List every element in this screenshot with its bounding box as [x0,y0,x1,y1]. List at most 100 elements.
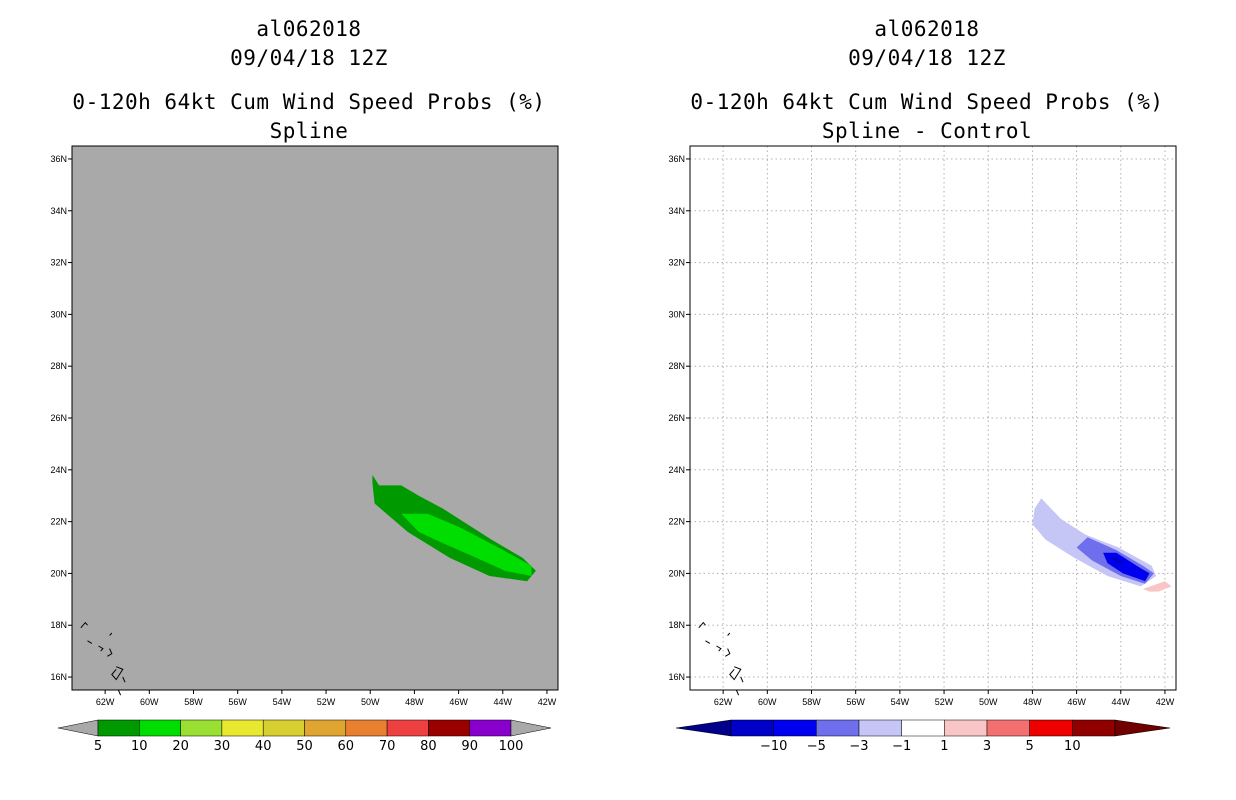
right-y-tick-label: 30N [668,309,685,319]
right-colorbar-label: 1 [940,739,948,754]
left-colorbar-label: 60 [338,739,355,754]
left-coastline [122,676,126,683]
right-x-tick-label: 60W [758,697,777,707]
right-colorbar-label: −3 [849,739,868,754]
left-x-tick-label: 46W [449,697,468,707]
right-colorbar-label: −5 [807,739,826,754]
right-colorbar-low-arrow [675,719,732,737]
right-region--10 [1107,555,1126,564]
right-x-tick-label: 54W [891,697,910,707]
right-colorbar-swatch [816,719,860,737]
right-colorbar-swatch [1072,719,1116,737]
left-colorbar-label: 40 [255,739,272,754]
right-coastline [705,640,711,644]
left-y-tick-label: 28N [50,361,67,371]
left-x-tick-label: 50W [361,697,380,707]
right-colorbar-swatch [986,719,1030,737]
right-colorbar-label: −10 [760,739,787,754]
right-y-tick-label: 18N [668,620,685,630]
left-colorbar-label: 90 [461,739,478,754]
right-y-tick-label: 28N [668,361,685,371]
right-coastline [740,676,744,683]
left-y-tick-label: 36N [50,154,67,164]
right-colorbar-swatch [901,719,945,737]
left-x-tick-label: 56W [228,697,247,707]
left-x-tick-label: 54W [273,697,292,707]
left-x-tick-label: 44W [494,697,513,707]
left-coastline [111,666,124,681]
right-y-tick-label: 16N [668,672,685,682]
right-x-tick-label: 42W [1156,697,1175,707]
right-colorbar-swatch [730,719,774,737]
right-chart-subtitle: Spline - Control [821,119,1033,143]
left-colorbar-label: 5 [94,739,102,754]
left-colorbar-low-arrow [57,719,99,737]
right-colorbar: −10 −5 −3 −1 1 3 5 10 [675,719,1171,754]
left-y-tick-label: 24N [50,465,67,475]
left-plot: 62W 60W 58W 56W 54W 52W 50W 48W 46W 44W 42W 16N 18N 2… [50,145,559,707]
left-y-tick-label: 20N [50,568,67,578]
left-colorbar-swatch [97,719,140,737]
left-coastline [107,648,113,657]
right-colorbar-swatch [773,719,817,737]
left-colorbar-high-arrow [510,719,552,737]
right-coastline [698,621,706,629]
left-y-tick-label: 16N [50,672,67,682]
left-y-tick-label: 34N [50,206,67,216]
left-x-tick-label: 60W [140,697,159,707]
right-y-tick-label: 26N [668,413,685,423]
left-datetime: 09/04/18 12Z [230,46,388,70]
right-x-tick-label: 62W [714,697,733,707]
right-colorbar-high-arrow [1114,719,1171,737]
right-datetime: 09/04/18 12Z [848,46,1006,70]
left-y-tick-label: 32N [50,258,67,268]
right-y-tick-label: 34N [668,206,685,216]
right-region-1-to-3 [1142,581,1172,592]
right-y-tick-label: 36N [668,154,685,164]
left-colorbar-swatch [304,719,347,737]
right-colorbar-swatch [944,719,988,737]
right-storm-id: al062018 [874,17,980,41]
left-y-tick-label: 18N [50,620,67,630]
left-coastline [80,621,88,629]
right-y-tick-label: 32N [668,258,685,268]
right-coastline [729,666,742,681]
left-storm-id: al062018 [256,17,362,41]
left-colorbar-swatch [469,719,512,737]
left-colorbar-label: 10 [131,739,148,754]
left-x-tick-label: 62W [96,697,115,707]
left-chart-title: 0-120h 64kt Cum Wind Speed Probs (%) [72,90,546,114]
right-coastline [716,645,722,652]
left-colorbar-swatch [428,719,470,737]
left-colorbar: 5 10 20 30 40 50 60 70 80 90 100 [57,719,552,754]
left-colorbar-label: 70 [379,739,396,754]
right-y-tick-label: 22N [668,517,685,527]
left-y-tick-label: 26N [50,413,67,423]
left-coastline [117,689,122,696]
left-x-tick-label: 42W [538,697,557,707]
left-coastline [87,640,93,644]
right-chart-title: 0-120h 64kt Cum Wind Speed Probs (%) [690,90,1164,114]
right-x-tick-label: 58W [802,697,821,707]
left-colorbar-swatch [262,719,305,737]
right-x-tick-label: 50W [979,697,998,707]
left-coastline [98,645,104,652]
left-x-tick-label: 52W [317,697,336,707]
left-y-tick-label: 22N [50,517,67,527]
left-x-tick-label: 58W [184,697,203,707]
left-x-tick-label: 48W [405,697,424,707]
left-colorbar-swatch [139,719,181,737]
right-coastline [735,689,740,696]
right-colorbar-swatch [858,719,902,737]
left-colorbar-label: 50 [296,739,313,754]
right-colorbar-label: −1 [892,739,911,754]
left-colorbar-swatch [221,719,264,737]
left-y-tick-label: 30N [50,309,67,319]
right-colorbar-label: 5 [1026,739,1034,754]
right-x-tick-label: 48W [1023,697,1042,707]
left-colorbar-label: 30 [214,739,231,754]
right-x-tick-label: 56W [846,697,865,707]
right-colorbar-label: 3 [983,739,991,754]
left-region-10-20 [401,513,532,576]
